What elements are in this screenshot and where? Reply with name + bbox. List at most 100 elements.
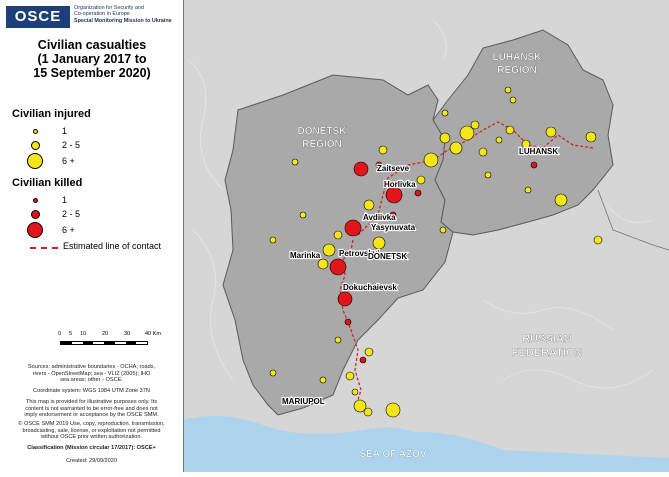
killed-marker: [375, 161, 383, 169]
terrain-lines: [187, 19, 654, 389]
injured-marker: [322, 243, 336, 257]
injured-marker: [317, 258, 329, 270]
city-label-petrovskyi: Petrovskyi: [339, 249, 379, 258]
legend-class-label: 1: [62, 195, 68, 205]
luhansk-region-label-2: REGION: [497, 65, 536, 76]
city-labels: Zaitseve Horlivka Avdiivka Yasynuvata Ma…: [281, 146, 560, 407]
contact-line-symbol: [30, 247, 58, 249]
osce-logo: OSCE: [6, 6, 70, 28]
injured-marker: [439, 132, 451, 144]
injured-heading: Civilian injured: [12, 108, 91, 120]
injured-marker: [505, 125, 515, 135]
russia-label-1: RUSSIAN: [522, 333, 572, 345]
legend-panel: OSCE Organization for Security and Co-op…: [0, 0, 184, 472]
injured-marker: [449, 141, 463, 155]
luhansk-oblast: [432, 29, 614, 236]
coordinate-system-note: Coordinate system: WGS 1984 UTM Zone 37N: [3, 388, 180, 395]
injured-marker: [333, 230, 343, 240]
legend-killed-1: 1: [0, 194, 180, 208]
injured-marker: [441, 109, 449, 117]
scale-tick: 10: [80, 331, 87, 337]
legend-injured-2: 2 - 5: [0, 139, 180, 153]
copyright-note: © OSCE SMM 2019 Use, copy, reproduction,…: [3, 421, 180, 441]
injured-marker: [364, 347, 374, 357]
state-border: [597, 189, 669, 251]
injured-marker: [353, 399, 367, 413]
injured-small-symbol: [33, 129, 38, 134]
injured-marker: [478, 147, 488, 157]
sea-of-azov: [183, 416, 669, 472]
legend-class-label: 2 - 5: [62, 140, 81, 150]
note-line: content is not warranted to be error-fre…: [25, 405, 158, 412]
scale-tick: 30: [124, 331, 131, 337]
city-label-marinka: Marinka: [290, 251, 321, 260]
legend-killed-2: 2 - 5: [0, 208, 180, 222]
injured-marker: [372, 236, 386, 250]
scale-tick: 40 Km: [145, 331, 161, 337]
injured-marker: [345, 371, 355, 381]
scale-tick: 20: [102, 331, 109, 337]
note-line: Sources: administrative boundaries - OCH…: [27, 364, 156, 370]
killed-marker: [337, 291, 353, 307]
map-canvas: DONETSK REGION LUHANSK REGION RUSSIAN FE…: [183, 0, 669, 472]
killed-marker: [530, 161, 538, 169]
injured-marker: [363, 199, 375, 211]
killed-marker: [353, 161, 369, 177]
created-date: Created: 29/09/2020: [3, 458, 180, 465]
classification-note: Classification (Mission circular 17/2017…: [3, 445, 180, 452]
injured-marker: [351, 388, 359, 396]
city-label-horlivka: Horlivka: [384, 180, 416, 189]
map-labels: DONETSK REGION LUHANSK REGION RUSSIAN FE…: [297, 52, 583, 460]
legend-injured-1: 1: [0, 125, 180, 139]
russia-label-2: FEDERATION: [512, 347, 583, 359]
city-label-avdiivka: Avdiivka: [363, 213, 396, 222]
donetsk-region-label-1: DONETSK: [298, 126, 348, 137]
injured-marker: [378, 145, 388, 155]
scale-bar: [60, 341, 148, 345]
injured-marker: [363, 407, 373, 417]
city-label-mariupol: MARIUPOL: [282, 397, 325, 406]
line-of-contact: [339, 121, 594, 411]
injured-marker: [524, 186, 532, 194]
map-area[interactable]: DONETSK REGION LUHANSK REGION RUSSIAN FE…: [183, 0, 669, 472]
org-line: Co-operation in Europe: [74, 11, 130, 18]
injured-marker: [459, 125, 475, 141]
scale-tick: 5: [69, 331, 73, 337]
note-line: rivers - OpenStreetMap; sea - VLIZ (2005…: [32, 370, 151, 377]
killed-small-symbol: [33, 198, 38, 203]
injured-marker: [585, 131, 597, 143]
injured-medium-symbol: [31, 141, 40, 150]
injured-marker: [593, 235, 603, 245]
city-label-donetsk: DONETSK: [368, 252, 407, 261]
injured-marker: [495, 136, 503, 144]
injured-marker: [409, 224, 417, 232]
legend-killed-3: 6 +: [0, 222, 180, 238]
injured-marker: [484, 171, 492, 179]
scale-tick: 0: [58, 331, 62, 337]
injured-marker: [554, 193, 568, 207]
title-line-3: 15 September 2020): [33, 66, 151, 80]
luhansk-region-label-1: LUHANSK: [493, 52, 543, 63]
injured-marker: [269, 236, 277, 244]
injured-large-symbol: [27, 153, 43, 169]
injured-marker: [504, 86, 512, 94]
sources-note: Sources: administrative boundaries - OCH…: [3, 364, 180, 384]
killed-large-symbol: [27, 222, 43, 238]
legend-class-label: 2 - 5: [62, 209, 81, 219]
note-line: sea areas; other - OSCE.: [60, 377, 123, 384]
note-line: imply endorsement or acceptance by the O…: [24, 412, 159, 419]
injured-marker: [291, 158, 299, 166]
note-line: Coordinate system: WGS 1984 UTM Zone 37N: [33, 388, 150, 394]
org-line: Organization for Security and: [74, 5, 144, 11]
note-line: Classification (Mission circular 17/2017…: [27, 445, 156, 451]
scale-tick-labels: 0 5 10 20 30 40 Km: [56, 331, 166, 340]
sea-label: SEA OF AZOV: [359, 449, 426, 460]
injured-marker: [470, 120, 480, 130]
injured-marker: [299, 211, 307, 219]
injured-marker: [269, 369, 277, 377]
killed-marker: [414, 189, 422, 197]
injured-marker: [385, 402, 401, 418]
legend-class-label: 6 +: [62, 225, 75, 235]
donetsk-region-label-2: REGION: [302, 139, 341, 150]
legend-class-label: 1: [62, 126, 68, 136]
